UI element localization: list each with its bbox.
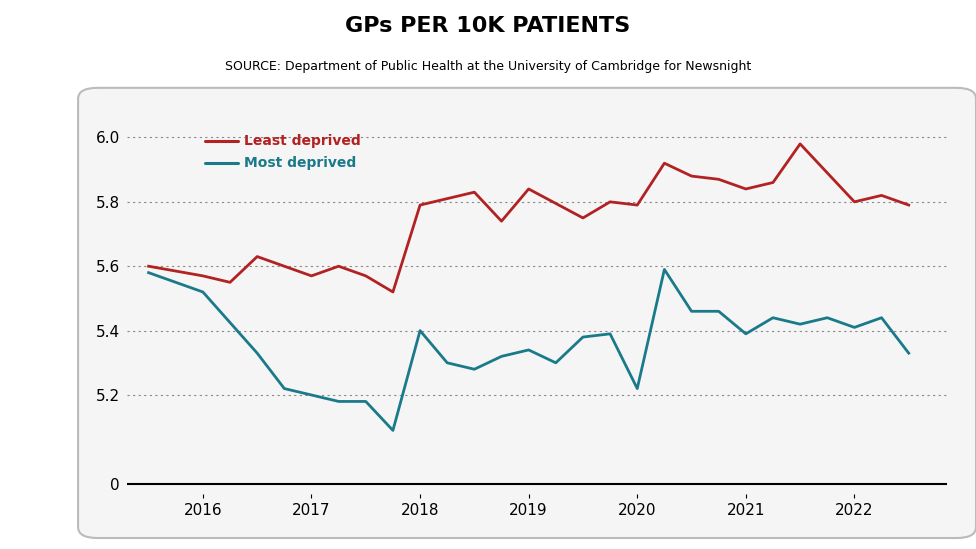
- Text: Least deprived: Least deprived: [244, 133, 361, 148]
- Text: GPs PER 10K PATIENTS: GPs PER 10K PATIENTS: [346, 16, 630, 36]
- Text: Most deprived: Most deprived: [244, 156, 356, 170]
- Text: SOURCE: Department of Public Health at the University of Cambridge for Newsnight: SOURCE: Department of Public Health at t…: [224, 60, 752, 74]
